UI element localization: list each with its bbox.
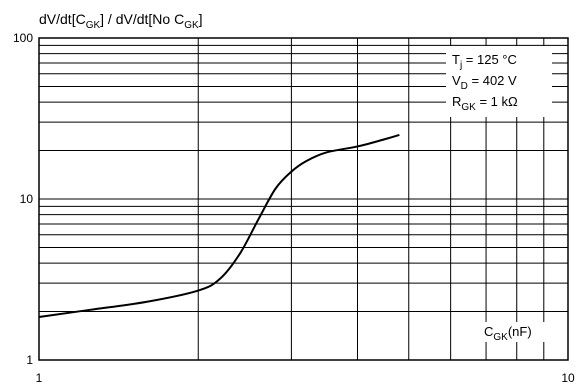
x-axis-title-sub: GK [493, 332, 508, 343]
y-axis-title-main: dV/dt[C [39, 11, 86, 27]
annotation-vd-sub: D [461, 81, 468, 92]
annotation-tj: Tj = 125 °C [452, 52, 517, 71]
plot-frame [38, 37, 569, 361]
x-tick-label: 10 [561, 371, 575, 385]
annotation-vd-main: V [452, 73, 461, 88]
data-series [38, 133, 400, 318]
annotation-vd-end: = 402 V [468, 73, 517, 88]
y-axis-title-mid: ] / dV/dt[No C [100, 11, 184, 27]
series-line [38, 133, 400, 318]
y-axis-title-end: ] [199, 11, 203, 27]
x-axis-title-box [472, 322, 550, 342]
annotation-box [446, 46, 552, 117]
annotation-rgk-sub: GK [461, 102, 476, 113]
annotation-rgk: RGK = 1 kΩ [452, 94, 518, 113]
annotation-rgk-main: R [452, 94, 461, 109]
x-axis-title-main: C [484, 324, 493, 339]
plot-border [38, 37, 569, 361]
annotation-rgk-end: = 1 kΩ [476, 94, 518, 109]
annotation-tj-main: T [452, 52, 460, 67]
y-axis-title-sub2: GK [184, 20, 199, 31]
y-axis-title: dV/dt[CGK] / dV/dt[No CGK] [39, 11, 203, 31]
annotation-tj-sub: j [459, 60, 462, 71]
y-tick-label: 10 [20, 192, 34, 206]
x-axis-title-end: (nF) [508, 324, 532, 339]
annotation-vd: VD = 402 V [452, 73, 517, 92]
tick-labels: 1 10 1 10 100 [13, 31, 575, 385]
y-axis-title-sub: GK [86, 20, 101, 31]
x-axis-title: CGK(nF) [484, 324, 532, 343]
x-tick-label: 1 [36, 371, 43, 385]
annotation-tj-end: = 125 °C [462, 52, 517, 67]
y-tick-label: 100 [13, 31, 33, 45]
y-tick-label: 1 [26, 353, 33, 367]
